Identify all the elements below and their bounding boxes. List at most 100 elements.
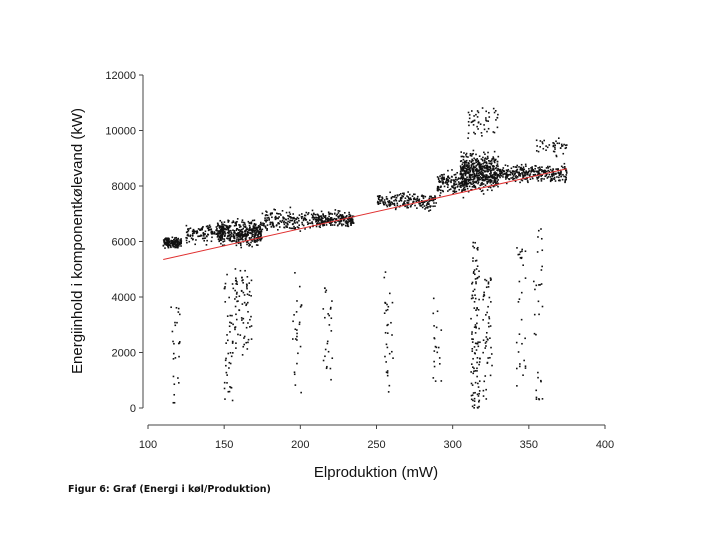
data-point (348, 217, 350, 220)
data-point (560, 171, 562, 173)
data-point (565, 146, 568, 149)
data-point (565, 171, 568, 173)
data-point (557, 168, 559, 170)
data-point (288, 211, 291, 214)
data-point (465, 160, 467, 163)
data-point (482, 389, 485, 392)
data-point (557, 137, 560, 139)
data-point (174, 324, 177, 327)
data-point (340, 220, 342, 223)
data-point (484, 153, 486, 156)
data-point (493, 180, 495, 182)
data-point (472, 166, 475, 169)
data-point (191, 234, 194, 237)
data-point (477, 182, 479, 185)
data-point (553, 176, 556, 179)
data-point (410, 198, 412, 201)
data-point (335, 214, 338, 217)
data-point (283, 226, 286, 229)
data-point (522, 264, 524, 266)
data-point (476, 158, 478, 160)
data-point (244, 225, 247, 228)
data-point (271, 212, 273, 214)
data-point (283, 223, 286, 226)
data-point (462, 158, 465, 161)
data-point (226, 237, 229, 240)
data-point (235, 233, 238, 236)
data-point (408, 200, 410, 202)
data-point (217, 235, 219, 237)
data-point (238, 295, 241, 298)
data-point (474, 260, 477, 262)
data-point (233, 234, 235, 237)
data-point (207, 229, 210, 232)
data-point (448, 188, 451, 191)
data-point (481, 169, 483, 171)
data-point (217, 223, 219, 225)
data-point (290, 227, 293, 230)
data-point (438, 188, 441, 191)
data-point (478, 174, 481, 177)
data-point (256, 226, 258, 229)
data-point (474, 241, 476, 244)
data-point (327, 219, 330, 222)
data-point (462, 168, 465, 170)
data-point (396, 194, 399, 196)
data-point (472, 392, 475, 394)
data-point (324, 355, 326, 358)
data-point (464, 171, 467, 174)
data-point (477, 382, 479, 385)
data-point (347, 219, 350, 221)
data-point (197, 235, 199, 238)
data-point (192, 238, 194, 240)
data-point (537, 177, 539, 179)
data-point (196, 230, 199, 233)
data-point (267, 216, 270, 219)
data-point (485, 340, 488, 343)
data-point (474, 133, 476, 135)
data-point (176, 243, 179, 246)
data-point (460, 168, 462, 171)
data-point (288, 221, 291, 224)
data-point (558, 176, 560, 179)
data-point (228, 367, 230, 369)
data-point (554, 173, 556, 175)
data-point (500, 172, 503, 175)
data-point (177, 244, 180, 247)
data-point (231, 283, 234, 285)
data-point (198, 235, 200, 238)
data-point (510, 172, 513, 174)
data-point (185, 239, 188, 242)
data-point (396, 204, 399, 207)
data-point (550, 177, 553, 180)
data-point (244, 226, 247, 228)
data-point (189, 235, 191, 238)
data-point (277, 228, 279, 231)
data-point (289, 206, 292, 209)
data-point (300, 304, 303, 306)
data-point (412, 198, 415, 200)
data-point (210, 231, 213, 233)
data-point (218, 240, 221, 243)
data-point (490, 163, 493, 166)
data-point (296, 339, 298, 341)
data-point (552, 178, 554, 180)
data-point (238, 228, 240, 231)
data-point (493, 171, 495, 174)
data-point (236, 281, 238, 283)
data-point (478, 380, 481, 382)
data-point (274, 215, 277, 218)
data-point (565, 178, 568, 181)
data-point (529, 173, 532, 175)
data-point (425, 204, 428, 207)
data-point (177, 241, 179, 243)
data-point (461, 163, 464, 166)
data-point (385, 309, 387, 312)
data-point (445, 179, 448, 182)
data-point (516, 171, 519, 174)
data-point (253, 231, 256, 233)
data-point (465, 185, 468, 188)
data-point (287, 214, 289, 217)
data-point (234, 277, 237, 280)
data-point (491, 179, 493, 182)
